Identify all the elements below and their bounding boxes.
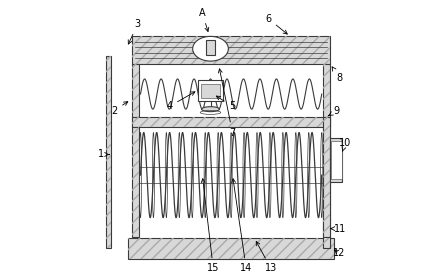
Bar [132, 36, 330, 64]
Bar [128, 238, 334, 259]
Ellipse shape [193, 36, 228, 61]
Bar [198, 80, 223, 101]
Bar [132, 64, 139, 127]
Bar [323, 64, 330, 248]
Text: 13: 13 [256, 242, 277, 274]
Text: 8: 8 [332, 67, 342, 83]
Text: 10: 10 [339, 139, 351, 151]
Text: 7: 7 [218, 69, 236, 137]
Text: 6: 6 [265, 14, 287, 34]
Bar [132, 36, 330, 64]
Text: 14: 14 [232, 179, 253, 274]
Bar [139, 64, 323, 117]
Bar [132, 64, 139, 127]
Text: 9: 9 [329, 105, 340, 116]
Bar [206, 40, 215, 55]
Bar [128, 238, 334, 259]
Bar [323, 64, 330, 248]
Bar [132, 117, 330, 127]
Text: 3: 3 [128, 19, 141, 44]
Text: 5: 5 [216, 96, 236, 112]
Bar [330, 138, 342, 182]
Bar [106, 56, 111, 248]
Bar [331, 141, 342, 179]
Bar [106, 56, 111, 248]
Bar [132, 117, 330, 127]
Bar [323, 117, 330, 237]
Bar [201, 84, 220, 98]
Ellipse shape [202, 107, 219, 112]
Bar [139, 127, 323, 237]
Bar [132, 127, 139, 237]
Text: 15: 15 [201, 179, 219, 274]
Text: 12: 12 [334, 248, 346, 258]
Text: 11: 11 [330, 224, 346, 233]
Bar [323, 117, 330, 237]
Text: A: A [199, 8, 209, 31]
Text: 2: 2 [111, 102, 128, 116]
Bar [132, 127, 139, 237]
Text: 4: 4 [166, 92, 195, 112]
Text: 1: 1 [97, 150, 109, 160]
